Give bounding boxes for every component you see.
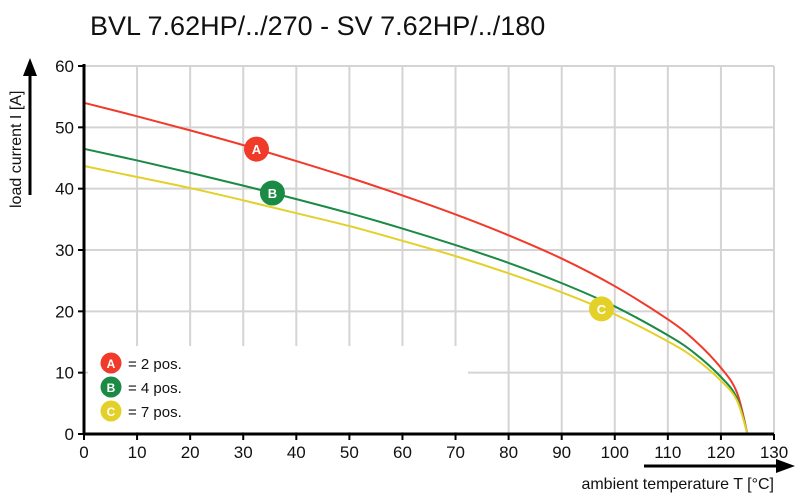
- x-axis-label: ambient temperature T [°C]: [581, 476, 774, 493]
- x-tick-label: 30: [234, 443, 253, 462]
- y-tick-label: 10: [55, 364, 74, 383]
- legend-background: [88, 346, 468, 432]
- axes: [78, 64, 775, 440]
- series-marker-label-C: C: [597, 302, 607, 317]
- legend-marker-label-A: A: [107, 357, 116, 371]
- x-tick-label: 70: [446, 443, 465, 462]
- series-marker-C: [589, 296, 614, 322]
- legend-marker-label-B: B: [107, 381, 116, 395]
- legend-marker-label-C: C: [107, 405, 116, 419]
- tick-labels: 0 10 20 30 40 50 60 70 80 90 100 110 120 130 0 10 20 30 40…: [55, 57, 788, 462]
- y-axis-arrowhead: [23, 58, 37, 76]
- series-line-A: [83, 101, 749, 435]
- x-tick-label: 90: [552, 443, 571, 462]
- x-tick-label: 40: [287, 443, 306, 462]
- x-tick-label: 130: [760, 443, 788, 462]
- legend-entry-B: = 4 pos.: [128, 380, 182, 397]
- legend-entry-A: = 2 pos.: [128, 356, 182, 373]
- y-tick-label: 30: [55, 241, 74, 260]
- y-tick-label: 50: [55, 118, 74, 137]
- y-tick-label: 0: [65, 425, 74, 444]
- curves: ABC: [83, 101, 749, 435]
- x-tick-label: 100: [601, 443, 629, 462]
- chart-title: BVL 7.62HP/../270 - SV 7.62HP/../180: [90, 11, 545, 41]
- series-marker-label-A: A: [252, 142, 262, 157]
- x-tick-label: 20: [181, 443, 200, 462]
- x-tick-label: 80: [499, 443, 518, 462]
- y-axis-label: load current I [A]: [8, 91, 25, 208]
- x-axis-arrowhead: [776, 459, 795, 473]
- series-marker-A: [244, 136, 269, 162]
- x-tick-label: 60: [393, 443, 412, 462]
- y-tick-label: 60: [55, 57, 74, 76]
- series-marker-B: [259, 180, 285, 206]
- legend-marker-A: [100, 352, 122, 374]
- x-tick-label: 120: [707, 443, 735, 462]
- legend-entry-C: = 7 pos.: [128, 404, 182, 421]
- y-tick-label: 40: [55, 180, 74, 199]
- legend: A = 2 pos. B = 4 pos. C = 7 pos.: [100, 352, 182, 422]
- x-tick-label: 0: [79, 443, 88, 462]
- legend-marker-C: [100, 400, 122, 422]
- x-tick-label: 50: [340, 443, 359, 462]
- y-tick-label: 20: [55, 302, 74, 321]
- series-line-B: [83, 147, 749, 435]
- legend-marker-B: [100, 376, 122, 398]
- series-marker-label-B: B: [268, 186, 277, 201]
- series-line-C: [83, 164, 749, 435]
- x-tick-label: 10: [128, 443, 147, 462]
- x-tick-label: 110: [654, 443, 681, 462]
